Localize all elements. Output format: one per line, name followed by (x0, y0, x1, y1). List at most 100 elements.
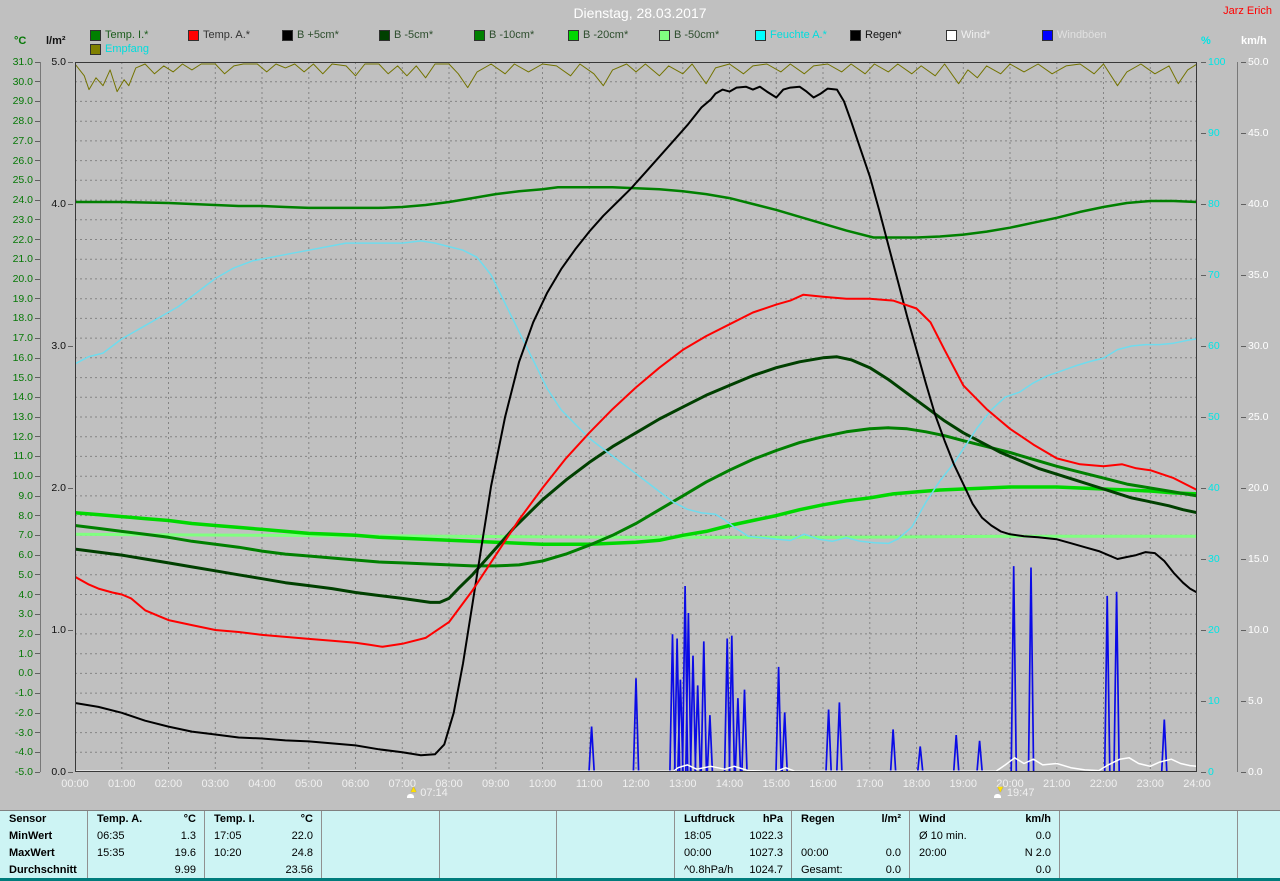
tick-label-kmh: 10.0 (1241, 624, 1279, 636)
table-cell (1060, 845, 1238, 862)
tick-label-kmh: 20.0 (1241, 482, 1279, 494)
time-tick-label: 21:00 (1042, 778, 1071, 790)
time-tick-label: 03:00 (201, 778, 230, 790)
legend-label: Windböen (1057, 29, 1107, 41)
tick-label-temp_c: 19.0 (0, 293, 40, 305)
tick-label-percent: 30 (1201, 553, 1235, 565)
time-tick-label: 00:00 (61, 778, 89, 790)
time-tick-label: 20:00 (996, 778, 1024, 790)
table-cell: Wind km/h (910, 811, 1060, 828)
time-tick-label: 04:00 (248, 778, 276, 790)
time-tick-label: 06:00 (341, 778, 370, 790)
legend-item-regen-: Regen* (850, 30, 902, 42)
tick-label-lm2: 1.0 (43, 624, 73, 636)
table-cell: Gesamt: 0.0 (792, 862, 910, 879)
legend-item-feuchte-a-: Feuchte A.* (755, 30, 827, 42)
page-title: Dienstag, 28.03.2017 (573, 5, 707, 21)
tick-label-lm2: 3.0 (43, 340, 73, 352)
tick-label-temp_c: 2.0 (0, 628, 40, 640)
legend-swatch-icon (90, 44, 101, 55)
legend-swatch-icon (659, 30, 670, 41)
legend-swatch-icon (90, 30, 101, 41)
legend-label: Feuchte A.* (770, 29, 827, 41)
table-cell (322, 862, 440, 879)
table-cell (322, 811, 440, 828)
axis-unit-lm2: l/m² (46, 35, 66, 47)
table-cell (440, 828, 557, 845)
plot-area[interactable] (73, 62, 1199, 773)
axis-unit-kmh: km/h (1241, 35, 1267, 47)
legend-swatch-icon (188, 30, 199, 41)
tick-label-temp_c: 12.0 (0, 431, 40, 443)
tick-label-temp_c: 1.0 (0, 648, 40, 660)
time-tick-label: 22:00 (1089, 778, 1118, 790)
tick-label-temp_c: 4.0 (0, 589, 40, 601)
table-cell (792, 828, 910, 845)
table-cell (1238, 862, 1280, 879)
tick-label-percent: 80 (1201, 198, 1235, 210)
table-cell: 0.0 (910, 862, 1060, 879)
legend-label: Wind* (961, 29, 991, 41)
legend-swatch-icon (474, 30, 485, 41)
table-cell: 17:05 22.0 (205, 828, 322, 845)
table-cell (1060, 828, 1238, 845)
table-cell: 00:00 1027.3 (675, 845, 792, 862)
time-tick-label: 02:00 (154, 778, 183, 790)
table-cell (1060, 862, 1238, 879)
tick-label-kmh: 40.0 (1241, 198, 1279, 210)
table-cell: ^0.8hPa/h 1024.7 (675, 862, 792, 879)
tick-label-temp_c: -4.0 (0, 746, 40, 758)
time-tick-label: 14:00 (715, 778, 744, 790)
axis-unit-percent: % (1201, 35, 1211, 47)
table-cell (440, 811, 557, 828)
table-cell (557, 828, 675, 845)
table-cell: Temp. A. °C (88, 811, 205, 828)
tick-label-percent: 90 (1201, 127, 1235, 139)
tick-label-percent: 100 (1201, 56, 1235, 68)
table-cell: 00:00 0.0 (792, 845, 910, 862)
tick-label-temp_c: 24.0 (0, 194, 40, 206)
tick-label-temp_c: 14.0 (0, 391, 40, 403)
legend-label: Temp. A.* (203, 29, 251, 41)
window-bottom-strip (0, 878, 1280, 881)
tick-label-temp_c: 25.0 (0, 174, 40, 186)
tick-label-kmh: 30.0 (1241, 340, 1279, 352)
table-cell: 15:35 19.6 (88, 845, 205, 862)
legend-swatch-icon (568, 30, 579, 41)
sunrise-marker: ▲ 07:14 (407, 785, 448, 801)
table-cell (440, 862, 557, 879)
tick-label-temp_c: 27.0 (0, 135, 40, 147)
legend-item-temp-i-: Temp. I.* (90, 30, 148, 42)
tick-label-kmh: 0.0 (1241, 766, 1279, 778)
legend-item-b-5cm-: B -5cm* (379, 30, 433, 42)
sunrise-time: 07:14 (420, 787, 448, 799)
tick-label-temp_c: 6.0 (0, 549, 40, 561)
legend-label: Temp. I.* (105, 29, 149, 41)
tick-label-percent: 40 (1201, 482, 1235, 494)
table-cell: Luftdruck hPa (675, 811, 792, 828)
tick-label-lm2: 0.0 (43, 766, 73, 778)
legend-item-b-20cm-: B -20cm* (568, 30, 628, 42)
legend-item-wind-: Wind* (946, 30, 990, 42)
tick-label-temp_c: -1.0 (0, 687, 40, 699)
tick-label-kmh: 25.0 (1241, 411, 1279, 423)
tick-label-lm2: 5.0 (43, 56, 73, 68)
celsius-axis-line (40, 62, 41, 772)
legend-label: B -50cm* (674, 29, 720, 41)
table-cell (1238, 811, 1280, 828)
tick-label-percent: 10 (1201, 695, 1235, 707)
legend-label: B -5cm* (394, 29, 434, 41)
time-tick-label: 12:00 (622, 778, 650, 790)
legend-item-windb-en: Windböen (1042, 30, 1107, 42)
tick-label-kmh: 15.0 (1241, 553, 1279, 565)
tick-label-temp_c: 18.0 (0, 312, 40, 324)
table-cell: 06:35 1.3 (88, 828, 205, 845)
tick-label-percent: 50 (1201, 411, 1235, 423)
author-label: Jarz Erich (1223, 5, 1272, 17)
sunset-marker: ▼ 19:47 (993, 785, 1034, 801)
table-cell (1238, 828, 1280, 845)
table-cell: 10:20 24.8 (205, 845, 322, 862)
legend-item-b-10cm-: B -10cm* (474, 30, 534, 42)
tick-label-temp_c: 20.0 (0, 273, 40, 285)
sunset-icon: ▼ (993, 785, 1005, 798)
